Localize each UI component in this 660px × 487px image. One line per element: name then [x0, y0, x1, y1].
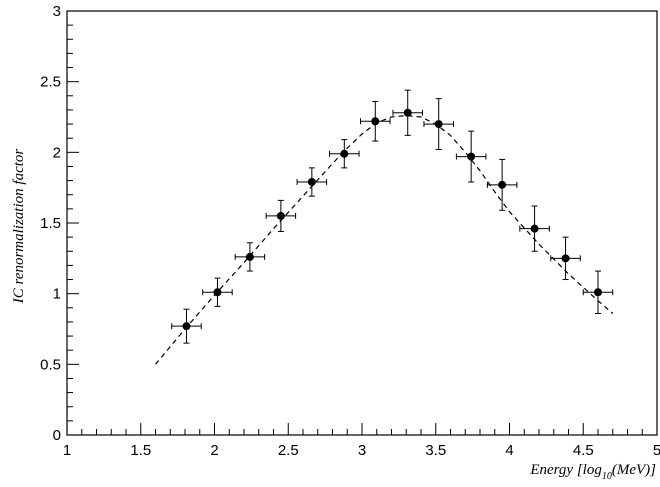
- x-axis-label-main: Energy [log: [529, 462, 602, 478]
- x-tick-label: 1: [63, 442, 71, 459]
- x-axis-label: Energy [log10(MeV)]: [529, 462, 656, 482]
- y-axis-label: IC renormalization factor: [11, 149, 27, 305]
- data-point: [265, 199, 297, 232]
- data-marker: [340, 149, 349, 158]
- data-marker: [594, 288, 602, 297]
- data-point: [423, 98, 454, 151]
- data-marker: [276, 211, 285, 220]
- x-axis-label-tail: (MeV)]: [612, 462, 656, 478]
- data-point: [392, 89, 423, 136]
- x-tick-label: 3: [358, 442, 366, 459]
- data-point: [234, 242, 266, 272]
- data-marker: [498, 180, 507, 189]
- data-point: [329, 139, 360, 169]
- data-marker: [467, 152, 476, 161]
- plot-frame: [66, 10, 658, 436]
- x-tick-label: 2: [210, 442, 218, 459]
- x-tick-label: 1.5: [130, 442, 151, 459]
- y-tick-label: 0: [53, 427, 61, 444]
- data-point: [582, 270, 614, 314]
- data-marker: [245, 252, 254, 261]
- fit-curve-group: [155, 114, 614, 365]
- y-tick-label: 2: [53, 144, 61, 161]
- x-tick-label: 2.5: [278, 442, 299, 459]
- y-tick-label: 3: [53, 3, 61, 20]
- axes: 0 0.5 1 1.5 2 2.5 3 1 1.5 2 2.5 3 3.5 4 4.5 5: [40, 3, 660, 459]
- data-point: [202, 277, 233, 307]
- data-point: [519, 205, 550, 252]
- x-tick-label: 5: [653, 442, 660, 459]
- data-point: [486, 158, 518, 211]
- x-axis-label-subscript: 10: [602, 471, 612, 482]
- data-marker: [530, 224, 539, 233]
- x-tick-label: 3.5: [425, 442, 446, 459]
- y-tick-label: 1: [53, 286, 61, 303]
- data-point: [455, 130, 487, 183]
- data-marker: [213, 288, 222, 297]
- data-marker: [434, 120, 443, 129]
- fit-curve: [155, 114, 614, 365]
- y-tick-label: 0.5: [40, 356, 61, 373]
- data-point: [171, 308, 202, 344]
- y-tick-label: 2.5: [40, 74, 61, 91]
- y-tick-label: 1.5: [40, 215, 61, 232]
- x-tick-label: 4: [505, 442, 513, 459]
- data-points-group: [171, 89, 614, 344]
- x-tick-label: 4.5: [573, 442, 594, 459]
- data-marker: [371, 117, 380, 126]
- data-marker: [182, 322, 191, 331]
- data-marker: [561, 254, 570, 263]
- data-marker: [403, 108, 412, 117]
- data-marker: [307, 178, 316, 187]
- data-point: [296, 167, 328, 197]
- data-point: [360, 100, 391, 142]
- data-point: [550, 236, 581, 281]
